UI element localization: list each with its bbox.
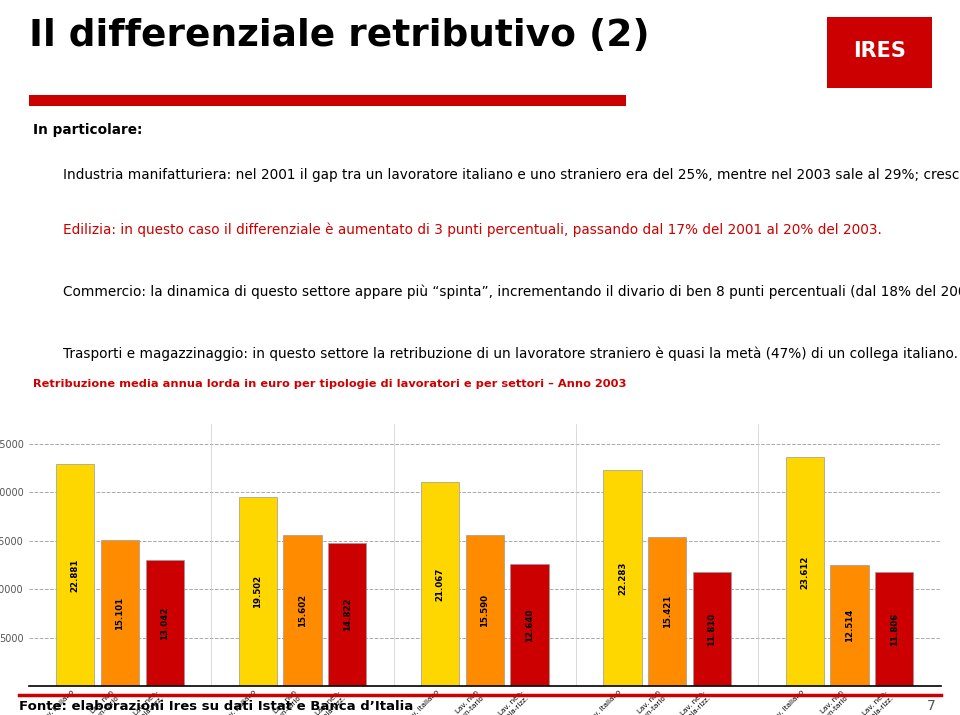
Text: 23.612: 23.612 [801, 555, 809, 588]
Text: Lav. Italiano: Lav. Italiano [770, 689, 804, 715]
Text: 7: 7 [927, 699, 936, 713]
Text: 15.590: 15.590 [480, 594, 490, 627]
Text: Lav. neo-
regola­rizz.: Lav. neo- regola­rizz. [674, 689, 712, 715]
Bar [101, 540, 139, 686]
Text: Lav. neo-
regola­rizz.: Lav. neo- regola­rizz. [127, 689, 165, 715]
Text: Lav. non
comun­tario: Lav. non comun­tario [809, 689, 850, 715]
Text: Lav. non
comun­tario: Lav. non comun­tario [262, 689, 302, 715]
Text: Il differenziale retributivo (2): Il differenziale retributivo (2) [29, 19, 649, 54]
Text: Lav. Italiano: Lav. Italiano [223, 689, 257, 715]
Text: 22.283: 22.283 [618, 561, 627, 595]
Text: Lav. neo-
regola­rizz.: Lav. neo- regola­rizz. [309, 689, 348, 715]
Bar [146, 560, 184, 686]
Text: 15.602: 15.602 [298, 594, 307, 627]
Text: Lav. neo-
regola­rizz.: Lav. neo- regola­rizz. [492, 689, 530, 715]
Text: IRES: IRES [853, 41, 906, 61]
Bar [648, 537, 686, 686]
Text: 12.640: 12.640 [525, 608, 534, 642]
Text: Fonte: elaborazioni Ires su dati Istat e Banca d’Italia: Fonte: elaborazioni Ires su dati Istat e… [19, 700, 414, 713]
Bar [420, 482, 459, 686]
Text: Lav. Italiano: Lav. Italiano [405, 689, 440, 715]
Text: Lav. non
comun­tario: Lav. non comun­tario [444, 689, 485, 715]
Text: 15.101: 15.101 [115, 596, 125, 630]
Bar [876, 572, 914, 686]
Text: 15.421: 15.421 [662, 595, 672, 628]
Bar [283, 535, 322, 686]
Bar [239, 497, 276, 686]
Bar [830, 565, 869, 686]
Bar [511, 563, 549, 686]
Text: 14.822: 14.822 [343, 598, 351, 631]
Text: Industria manifatturiera: nel 2001 il gap tra un lavoratore italiano e uno stran: Industria manifatturiera: nel 2001 il ga… [63, 168, 960, 182]
Text: 21.067: 21.067 [436, 568, 444, 601]
Text: 11.806: 11.806 [890, 613, 899, 646]
Text: 13.042: 13.042 [160, 606, 169, 640]
Text: Lav. non
comun­tario: Lav. non comun­tario [627, 689, 667, 715]
Bar [56, 465, 94, 686]
Text: 19.502: 19.502 [253, 576, 262, 608]
Text: In particolare:: In particolare: [34, 123, 143, 137]
Text: Lav. neo-
regola­rizz.: Lav. neo- regola­rizz. [856, 689, 895, 715]
Bar [466, 535, 504, 686]
Bar [604, 470, 641, 686]
Text: 12.514: 12.514 [845, 609, 854, 642]
Text: 11.810: 11.810 [708, 613, 716, 646]
Text: Lav. non
comun­tario: Lav. non comun­tario [80, 689, 120, 715]
Text: Trasporti e magazzinaggio: in questo settore la retribuzione di un lavoratore st: Trasporti e magazzinaggio: in questo set… [63, 346, 960, 360]
Bar [328, 543, 367, 686]
Text: Lav. Italiano: Lav. Italiano [588, 689, 622, 715]
Text: Retribuzione media annua lorda in euro per tipologie di lavoratori e per settori: Retribuzione media annua lorda in euro p… [34, 379, 627, 389]
Text: Lav. Italiano: Lav. Italiano [40, 689, 75, 715]
Text: 22.881: 22.881 [71, 558, 80, 592]
Text: Edilizia: in questo caso il differenziale è aumentato di 3 punti percentuali, pa: Edilizia: in questo caso il differenzial… [63, 222, 882, 237]
Bar [785, 458, 824, 686]
Bar [693, 572, 732, 686]
FancyBboxPatch shape [29, 95, 626, 106]
Text: Commercio: la dinamica di questo settore appare più “spinta”, incrementando il d: Commercio: la dinamica di questo settore… [63, 284, 960, 299]
FancyBboxPatch shape [827, 16, 931, 88]
